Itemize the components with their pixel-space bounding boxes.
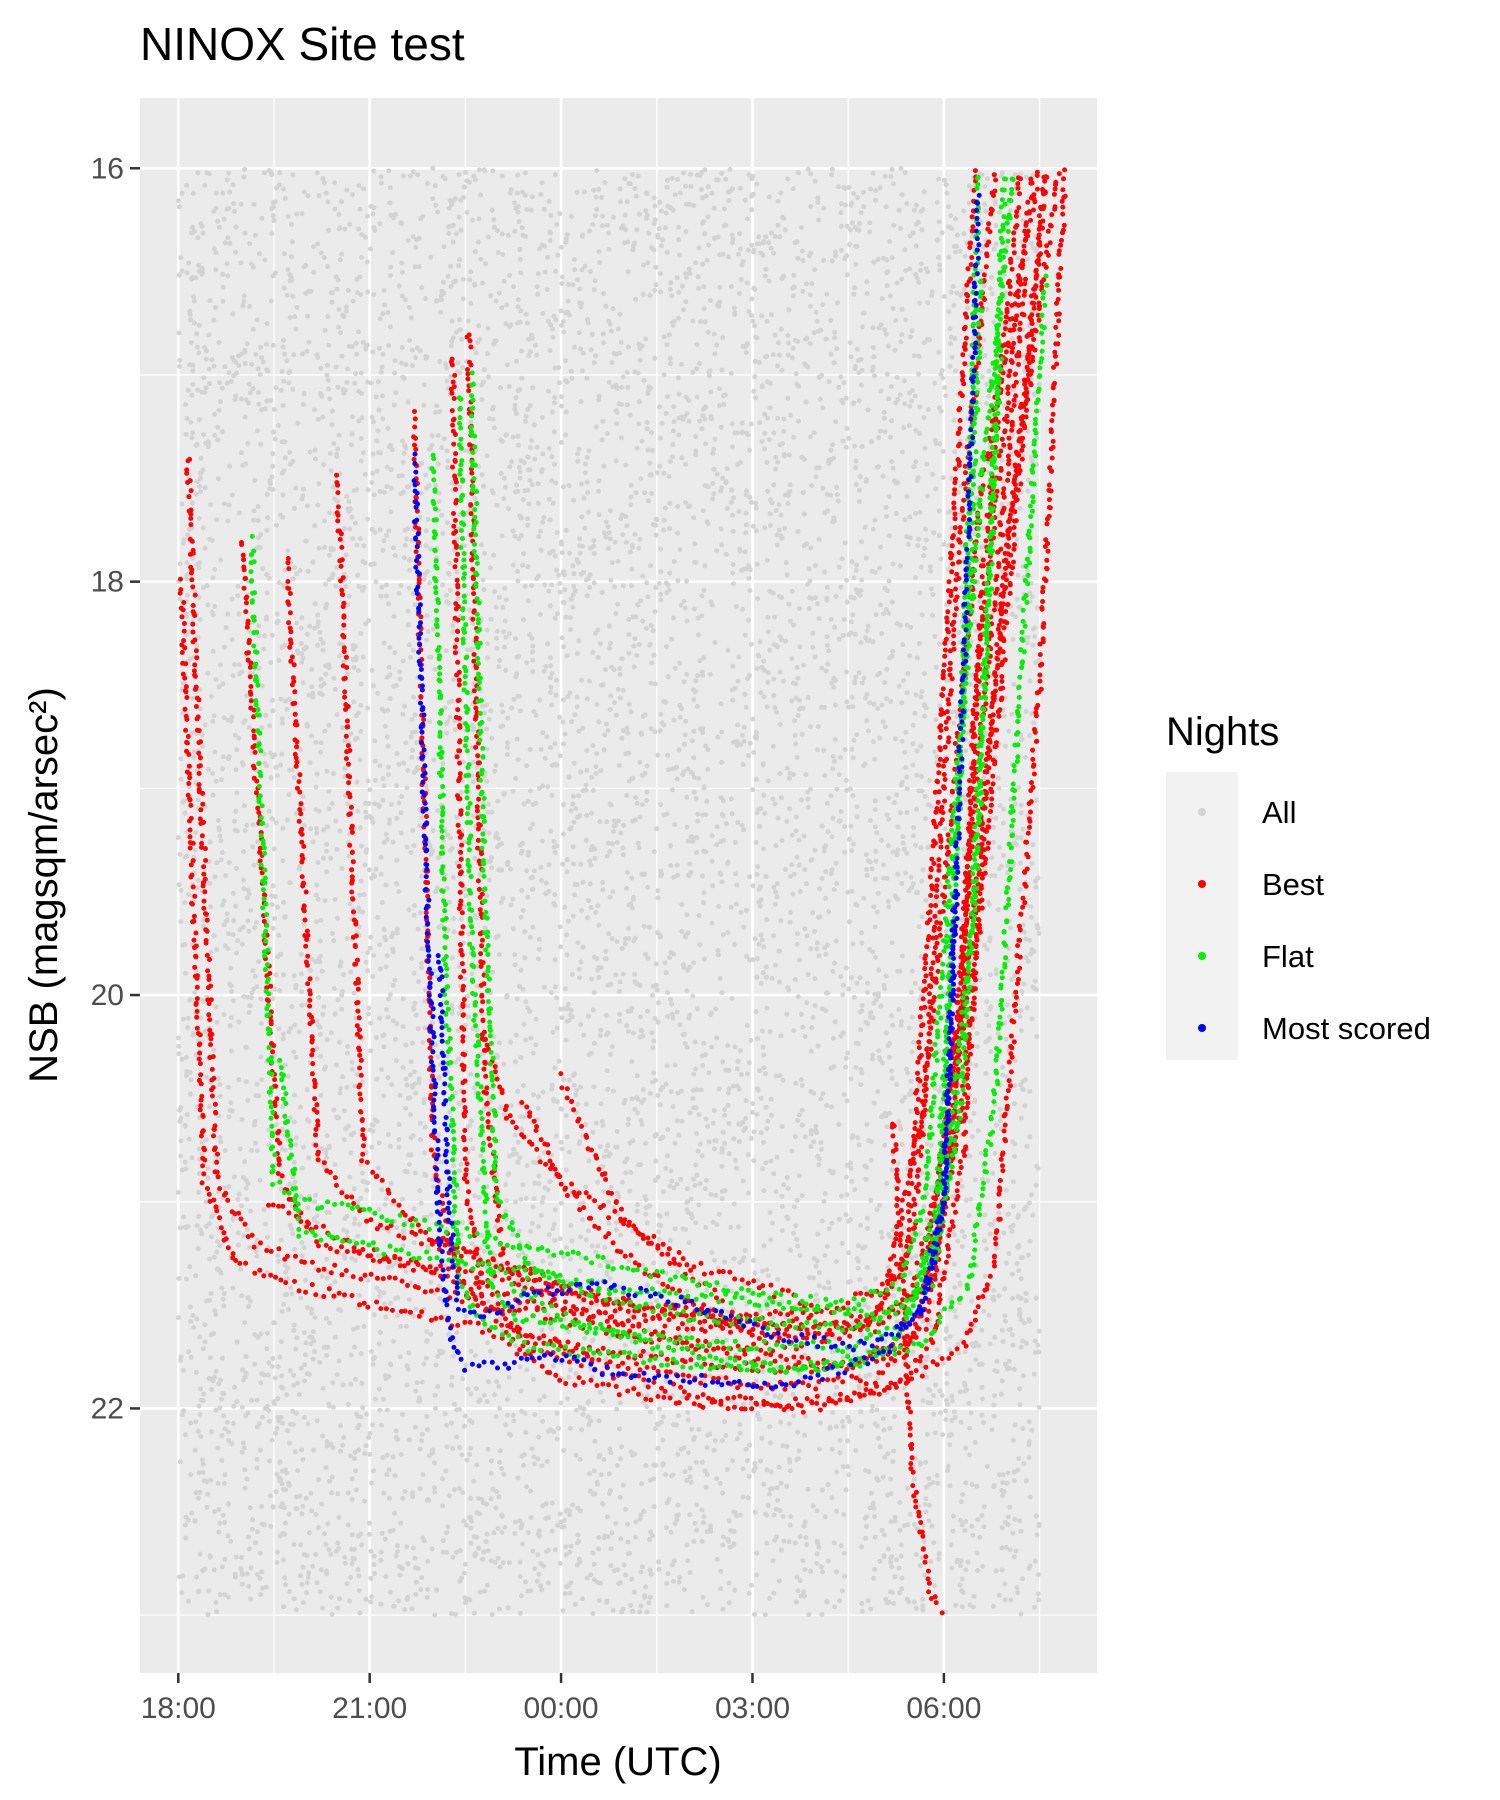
x-tick-label: 18:00 <box>141 1692 216 1725</box>
night-5 <box>468 340 1005 1333</box>
y-tick-label: 20 <box>91 979 124 1012</box>
all-nights-points <box>175 165 1042 1618</box>
y-axis-title: NSB (magsqm/arsec²) <box>22 687 66 1083</box>
night-2 <box>435 892 961 1353</box>
x-tick-label: 06:00 <box>906 1692 981 1725</box>
series-most-scored <box>411 192 982 1391</box>
legend: Nights All Best Flat Most scored <box>1166 710 1431 1060</box>
x-tick-label: 03:00 <box>715 1692 790 1725</box>
night-13 <box>506 167 1068 1413</box>
all-nights-cloud <box>175 165 1042 1618</box>
legend-label: Most scored <box>1262 1011 1431 1046</box>
legend-label: Flat <box>1262 939 1314 974</box>
y-tick-label: 16 <box>91 152 124 185</box>
grid-lines <box>140 98 1097 1673</box>
legend-key-most-scored <box>1198 1024 1206 1032</box>
x-axis: 18:00 21:00 00:00 03:00 06:00 <box>141 1673 981 1725</box>
y-tick-label: 22 <box>91 1392 124 1425</box>
night-14 <box>889 1121 945 1616</box>
y-axis: 16 18 20 22 <box>91 152 140 1425</box>
x-tick-label: 21:00 <box>332 1692 407 1725</box>
y-tick-label: 18 <box>91 566 124 599</box>
legend-label: All <box>1262 795 1296 830</box>
x-tick-label: 00:00 <box>524 1692 599 1725</box>
x-axis-title: Time (UTC) <box>514 1740 721 1784</box>
legend-key-background <box>1166 772 1238 1060</box>
series-layer <box>177 167 1068 1616</box>
legend-title: Nights <box>1166 710 1279 754</box>
legend-key-all <box>1198 808 1206 816</box>
legend-key-best <box>1198 880 1206 888</box>
night-9 <box>481 1029 814 1309</box>
legend-label: Best <box>1262 867 1324 902</box>
chart-title: NINOX Site test <box>140 18 465 70</box>
legend-key-flat <box>1198 952 1206 960</box>
plot-panel <box>140 98 1097 1673</box>
legend-entries: All Best Flat Most scored <box>1198 795 1431 1046</box>
